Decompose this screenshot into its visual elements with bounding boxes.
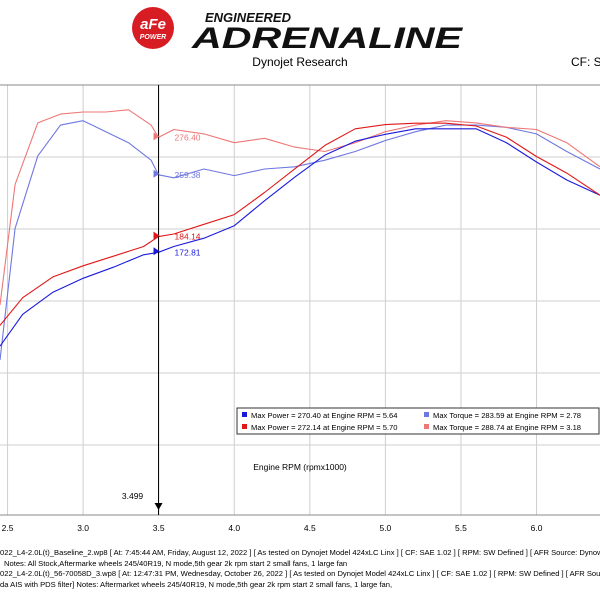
chart-series-lines xyxy=(0,109,600,361)
legend-swatch-mod_power xyxy=(242,424,247,429)
x-tick-label-7: 6.0 xyxy=(531,523,543,533)
run2-info: 022_L4-2.0L(t)_56-70058D_3.wp8 [ At: 12:… xyxy=(0,569,600,578)
legend-swatch-mod_torque xyxy=(424,424,429,429)
afe-badge-text: aFe xyxy=(140,16,166,33)
x-tick-label-1: 3.0 xyxy=(77,523,89,533)
dynojet-research-title: Dynojet Research xyxy=(252,55,348,69)
marker-label-baseline_torque: 259.38 xyxy=(175,170,201,180)
series-line-mod_torque xyxy=(0,109,600,306)
marker-mod_torque xyxy=(153,132,160,141)
x-tick-label-6: 5.5 xyxy=(455,523,467,533)
marker-baseline_power xyxy=(153,247,160,256)
series-line-baseline_torque xyxy=(0,120,600,361)
run1-notes: Notes: All Stock,Aftermarke wheels 245/4… xyxy=(4,558,348,568)
chart-markers: 276.40 259.38 184.14 172.81 xyxy=(153,132,201,257)
x-axis-label: Engine RPM (rpmx1000) xyxy=(253,462,347,472)
chart-grid xyxy=(0,84,600,516)
correction-factor-label: CF: SA xyxy=(571,55,600,69)
legend-swatch-baseline_torque xyxy=(424,412,429,417)
x-tick-label-4: 4.5 xyxy=(304,523,316,533)
rpm-cursor: 3.499 xyxy=(122,85,163,515)
legend-entry-baseline_torque: Max Torque = 283.59 at Engine RPM = 2.78 xyxy=(433,411,581,420)
x-axis-ticks: 2.5 3.0 3.5 4.0 4.5 5.0 5.5 6.0 xyxy=(2,523,543,533)
x-tick-label-5: 5.0 xyxy=(379,523,391,533)
legend-entry-baseline_power: Max Power = 270.40 at Engine RPM = 5.64 xyxy=(251,411,397,420)
run-notes: 022_L4-2.0L(t)_Baseline_2.wp8 [ At: 7:45… xyxy=(0,548,600,590)
chart-legend: Max Power = 270.40 at Engine RPM = 5.64 M… xyxy=(236,407,600,435)
x-tick-label-3: 4.0 xyxy=(228,523,240,533)
brand-top-text: ENGINEERED xyxy=(205,10,292,25)
x-tick-label-2: 3.5 xyxy=(153,523,165,533)
marker-label-mod_power: 184.14 xyxy=(175,232,201,242)
dyno-chart: 3.499 276.40 259.38 184.14 172.81 2.5 3.0 3.5… xyxy=(0,84,600,533)
series-line-mod_power xyxy=(0,122,600,326)
legend-swatch-baseline_power xyxy=(242,412,247,417)
legend-entry-mod_power: Max Power = 272.14 at Engine RPM = 5.70 xyxy=(251,423,397,432)
run2-notes: da AIS with PDS filter] Notes: Aftermark… xyxy=(0,579,393,589)
brand-main-text: ADRENALINE xyxy=(191,22,464,52)
afe-badge-icon xyxy=(132,7,174,49)
cursor-arrow xyxy=(154,503,163,510)
series-line-baseline_power xyxy=(0,128,600,347)
marker-baseline_torque xyxy=(153,169,160,178)
run1-info: 022_L4-2.0L(t)_Baseline_2.wp8 [ At: 7:45… xyxy=(0,548,600,557)
marker-mod_power xyxy=(153,231,160,240)
x-tick-label-0: 2.5 xyxy=(2,523,14,533)
marker-label-baseline_power: 172.81 xyxy=(175,247,201,257)
marker-label-mod_torque: 276.40 xyxy=(175,132,201,142)
legend-box xyxy=(236,407,600,435)
afe-adrenaline-logo: aFe POWER ENGINEERED ADRENALINE xyxy=(132,7,464,52)
afe-badge-sub: POWER xyxy=(140,34,166,41)
legend-entry-mod_torque: Max Torque = 288.74 at Engine RPM = 3.18 xyxy=(433,423,581,432)
header: aFe POWER ENGINEERED ADRENALINE Dynojet … xyxy=(0,0,600,85)
cursor-rpm-label: 3.499 xyxy=(122,491,144,501)
